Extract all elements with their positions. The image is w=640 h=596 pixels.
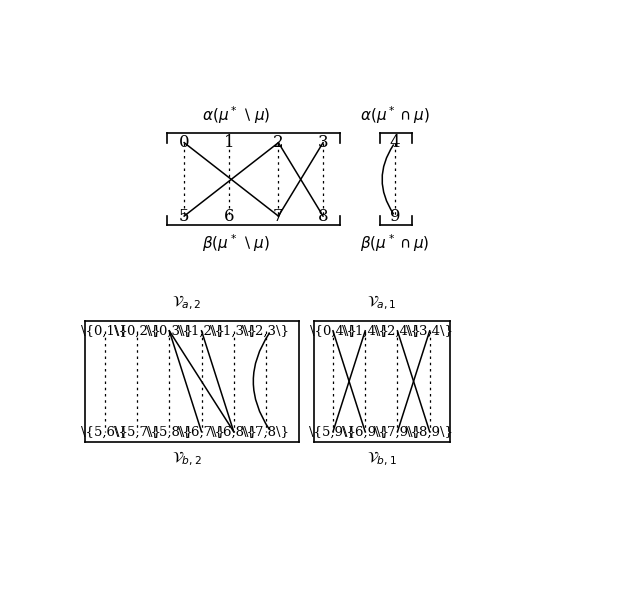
Text: 2: 2 [273,134,284,151]
Text: $\alpha(\mu^* \cap \mu)$: $\alpha(\mu^* \cap \mu)$ [360,104,430,126]
Text: $\mathcal{V}_{a,1}$: $\mathcal{V}_{a,1}$ [367,294,396,312]
Text: \{2,4\}: \{2,4\} [374,324,421,337]
Text: $\beta(\mu^* \setminus \mu)$: $\beta(\mu^* \setminus \mu)$ [202,233,270,254]
Text: \{0,1\}: \{0,1\} [81,324,128,337]
Text: $\mathcal{V}_{a,2}$: $\mathcal{V}_{a,2}$ [172,294,202,312]
Text: $\alpha(\mu^* \setminus \mu)$: $\alpha(\mu^* \setminus \mu)$ [202,104,270,126]
Text: \{6,7\}: \{6,7\} [178,426,225,438]
Text: \{5,7\}: \{5,7\} [113,426,161,438]
Text: \{5,9\}: \{5,9\} [310,426,356,438]
Text: 5: 5 [179,207,189,225]
Text: \{7,8\}: \{7,8\} [243,426,289,438]
Text: \{6,9\}: \{6,9\} [342,426,388,438]
Text: 0: 0 [179,134,189,151]
Text: 7: 7 [273,207,284,225]
Text: \{6,8\}: \{6,8\} [211,426,257,438]
Text: 4: 4 [390,134,400,151]
Text: \{0,3\}: \{0,3\} [146,324,193,337]
Text: $\mathcal{V}_{b,1}$: $\mathcal{V}_{b,1}$ [367,450,397,468]
Text: \{3,4\}: \{3,4\} [406,324,453,337]
Text: \{8,9\}: \{8,9\} [406,426,453,438]
Text: 1: 1 [223,134,234,151]
Text: 9: 9 [390,207,400,225]
Text: $\mathcal{V}_{b,2}$: $\mathcal{V}_{b,2}$ [172,450,202,468]
Text: \{5,6\}: \{5,6\} [81,426,128,438]
Text: \{0,2\}: \{0,2\} [114,324,161,337]
Text: $\beta(\mu^* \cap \mu)$: $\beta(\mu^* \cap \mu)$ [360,233,429,254]
Text: \{1,3\}: \{1,3\} [211,324,257,337]
Text: \{1,4\}: \{1,4\} [342,324,388,337]
Text: 3: 3 [317,134,328,151]
Text: 6: 6 [223,207,234,225]
Text: \{2,3\}: \{2,3\} [243,324,289,337]
Text: 8: 8 [317,207,328,225]
Text: \{5,8\}: \{5,8\} [146,426,193,438]
Text: \{1,2\}: \{1,2\} [178,324,225,337]
Text: \{0,4\}: \{0,4\} [310,324,356,337]
Text: \{7,9\}: \{7,9\} [374,426,421,438]
